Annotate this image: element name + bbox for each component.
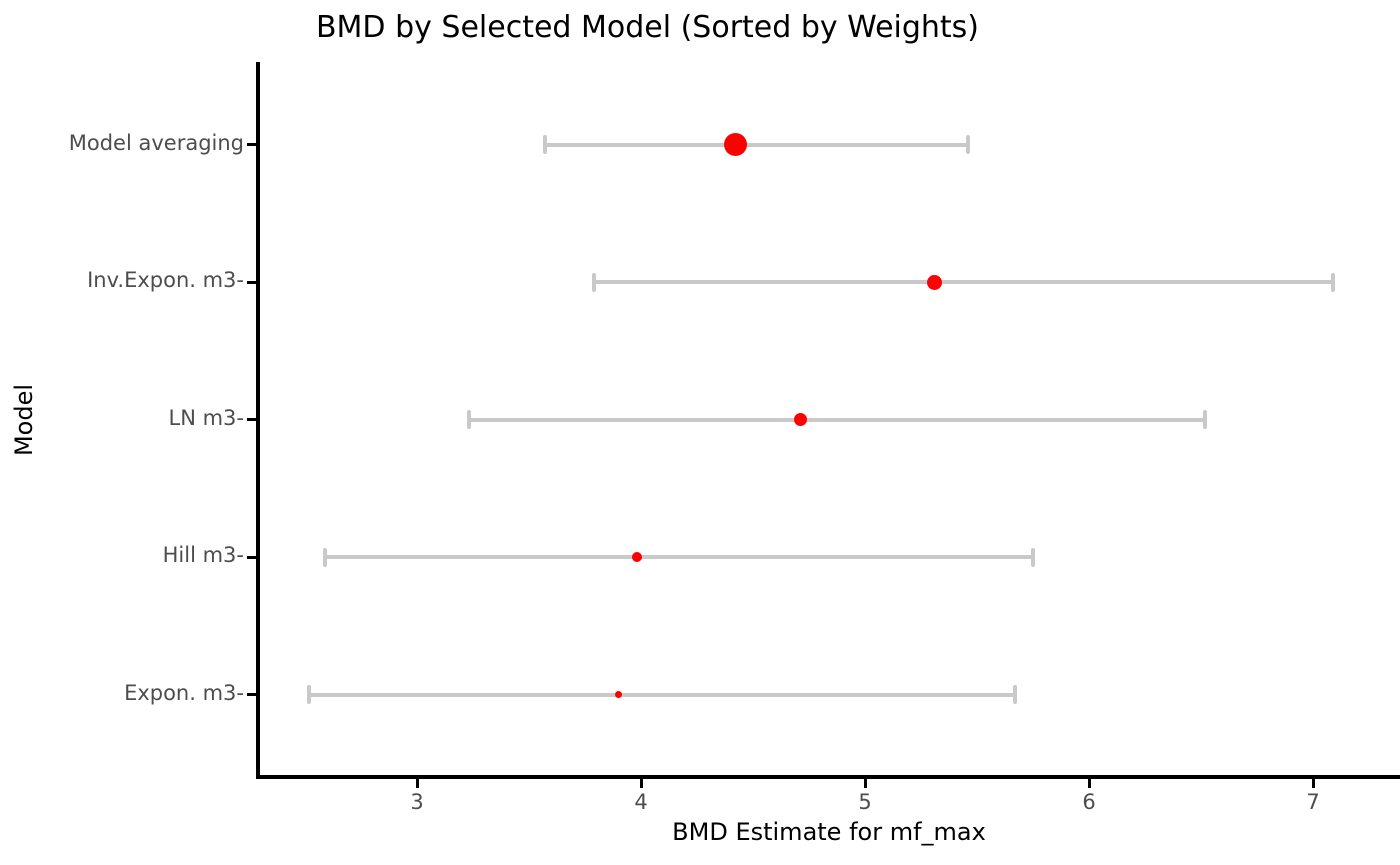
y-tick-mark — [247, 693, 258, 696]
chart-title: BMD by Selected Model (Sorted by Weights… — [315, 10, 980, 45]
x-tick-label: 3 — [410, 790, 424, 814]
error-bar — [544, 142, 969, 147]
y-tick-label: LN m3- — [168, 405, 244, 430]
bmd-point — [631, 552, 642, 562]
x-tick-label: 7 — [1306, 790, 1320, 814]
bmd-point — [615, 691, 623, 698]
error-bar — [593, 280, 1334, 284]
x-tick-mark — [1087, 779, 1091, 788]
y-tick-label: Hill m3- — [162, 543, 244, 567]
error-bar — [468, 417, 1206, 422]
error-bar-cap-left — [307, 685, 312, 704]
x-axis-title: BMD Estimate for mf_max — [672, 818, 986, 846]
bmd-point — [723, 133, 747, 156]
error-bar-cap-right — [1331, 272, 1336, 292]
x-tick-label: 4 — [634, 790, 648, 814]
x-tick-label: 6 — [1082, 790, 1096, 814]
bmd-point — [793, 413, 807, 426]
error-bar-cap-left — [542, 135, 547, 154]
error-bar-cap-right — [1031, 547, 1035, 567]
y-tick-label: Inv.Expon. m3- — [87, 268, 244, 292]
x-tick-label: 5 — [858, 790, 872, 814]
error-bar — [325, 555, 1033, 559]
error-bar-cap-left — [466, 410, 471, 429]
error-bar — [309, 692, 1016, 697]
bmd-point — [926, 274, 942, 290]
y-tick-label: Model averaging — [68, 130, 244, 155]
error-bar-cap-left — [323, 547, 328, 567]
y-tick-mark — [247, 555, 258, 559]
y-axis-line — [256, 62, 260, 779]
x-tick-mark — [863, 779, 867, 788]
x-axis-line — [256, 775, 1400, 779]
error-bar-cap-right — [1203, 410, 1208, 429]
y-tick-label: Expon. m3- — [124, 680, 244, 705]
error-bar-cap-right — [966, 135, 971, 154]
y-tick-mark — [247, 418, 258, 421]
error-bar-cap-left — [591, 272, 596, 292]
y-tick-mark — [247, 143, 258, 146]
error-bar-cap-right — [1013, 685, 1018, 704]
y-tick-mark — [247, 280, 258, 284]
x-tick-mark — [1311, 779, 1315, 788]
x-tick-mark — [415, 779, 419, 788]
x-tick-mark — [639, 779, 643, 788]
